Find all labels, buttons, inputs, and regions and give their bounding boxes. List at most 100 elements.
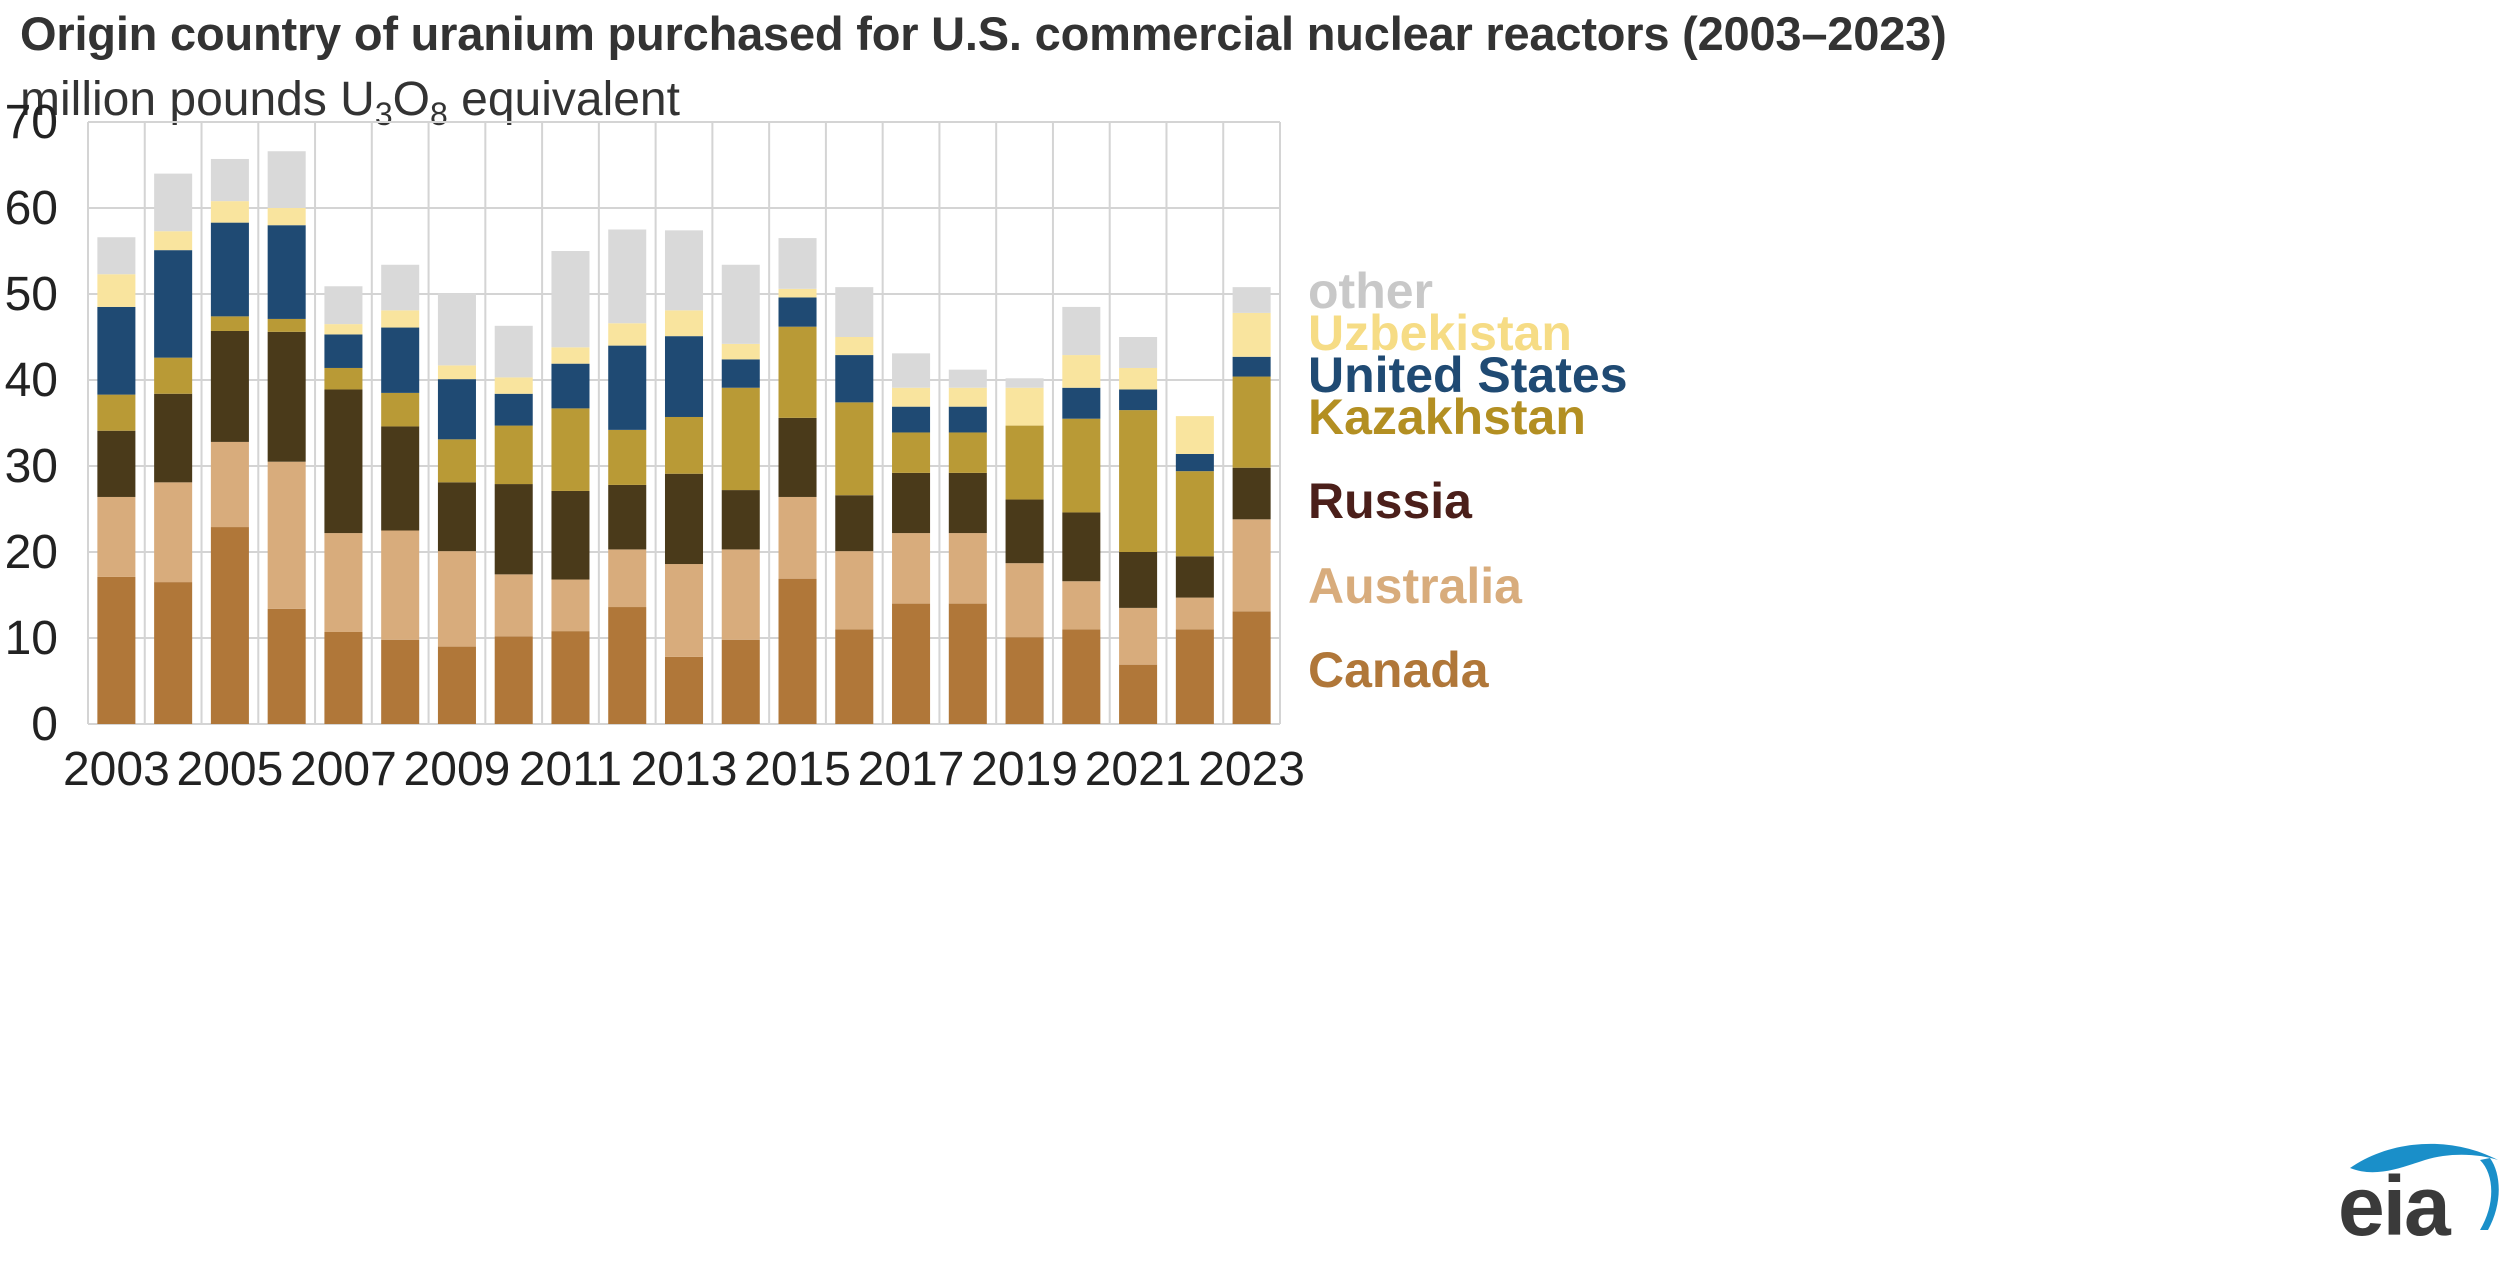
x-tick-label: 2003 (63, 743, 170, 796)
bar-segment-australia (608, 549, 647, 608)
bar-segment-kazakhstan (608, 429, 647, 485)
bar-segment-uzbekistan (97, 274, 136, 307)
bar-segment-kazakhstan (210, 316, 249, 331)
bar-segment-kazakhstan (324, 367, 363, 390)
bar-segment-australia (97, 496, 136, 577)
bar-segment-russia (1232, 467, 1271, 520)
bar-segment-australia (1119, 607, 1158, 665)
bar-segment-canada (835, 629, 874, 724)
bar-segment-other (267, 151, 306, 208)
bar-segment-canada (154, 582, 193, 724)
bar-segment-other (721, 264, 760, 344)
bar-segment-russia (778, 417, 817, 497)
bar-segment-other (892, 353, 931, 388)
bar-segment-other (948, 369, 987, 388)
bar-segment-russia (948, 472, 987, 534)
bar-segment-russia (267, 331, 306, 462)
bar-segment-australia (664, 564, 704, 657)
bar-segment-united-states (154, 250, 193, 358)
bar-segment-canada (97, 576, 136, 724)
bar-segment-canada (721, 639, 760, 724)
legend-label-australia: Australia (1308, 558, 1523, 614)
bar-segment-united-states (608, 345, 647, 430)
x-tick-label: 2009 (404, 743, 511, 796)
bar-segment-russia (437, 482, 476, 552)
bar-segment-russia (381, 426, 420, 531)
bar-segment-russia (154, 393, 193, 483)
bar-segment-australia (267, 461, 306, 609)
bar-segment-united-states (835, 355, 874, 403)
bar-segment-uzbekistan (721, 343, 760, 360)
bar-segment-russia (835, 495, 874, 552)
bar-segment-other (664, 230, 704, 311)
bar-segment-russia (324, 389, 363, 534)
x-tick-label: 2017 (858, 743, 965, 796)
y-tick-label: 70 (5, 96, 58, 149)
bar-segment-uzbekistan (778, 288, 817, 298)
bar-segment-canada (892, 603, 931, 724)
bar-segment-united-states (721, 359, 760, 388)
bar-segment-kazakhstan (778, 326, 817, 418)
bar-segment-other (324, 286, 363, 325)
bar-segment-canada (210, 527, 249, 724)
bar-segment-other (551, 251, 590, 348)
bar-segment-russia (494, 484, 533, 575)
bar-segment-other (608, 229, 647, 324)
bar-segment-uzbekistan (1062, 355, 1101, 388)
bar-segment-russia (210, 330, 249, 442)
bar-segment-kazakhstan (551, 408, 590, 491)
bar-segment-australia (778, 496, 817, 579)
bar-segment-united-states (381, 327, 420, 393)
bar-segment-russia (892, 472, 931, 534)
bar-segment-australia (324, 533, 363, 632)
subtitle-prefix: million pounds U (20, 73, 375, 126)
subtitle-suffix: equivalent (447, 73, 680, 126)
bar-segment-uzbekistan (1005, 387, 1044, 426)
bar-segment-united-states (494, 393, 533, 426)
bar-segment-australia (381, 530, 420, 640)
bar-segment-uzbekistan (494, 377, 533, 394)
bar-segment-russia (97, 430, 136, 497)
legend-label-canada: Canada (1308, 642, 1490, 698)
bar-segment-australia (154, 482, 193, 583)
bar-segment-other (1005, 378, 1044, 388)
bars-layer (97, 151, 1271, 724)
x-tick-label: 2013 (631, 743, 738, 796)
bar-segment-australia (551, 579, 590, 632)
bar-segment-kazakhstan (154, 357, 193, 394)
bar-segment-kazakhstan (892, 432, 931, 473)
bar-segment-canada (1175, 629, 1214, 724)
bar-segment-canada (664, 656, 704, 724)
bar-segment-uzbekistan (948, 387, 987, 407)
bar-segment-kazakhstan (1062, 418, 1101, 513)
bar-segment-united-states (1232, 356, 1271, 377)
bar-segment-united-states (267, 225, 306, 319)
bar-segment-kazakhstan (664, 416, 704, 474)
bar-segment-australia (437, 551, 476, 647)
bar-segment-kazakhstan (381, 392, 420, 427)
bar-segment-australia (1232, 519, 1271, 612)
bar-segment-other (154, 173, 193, 232)
eia-logo-text: eia (2338, 1159, 2451, 1253)
bar-segment-uzbekistan (892, 387, 931, 407)
bar-segment-united-states (437, 379, 476, 440)
bar-segment-canada (267, 608, 306, 724)
bar-segment-canada (1119, 664, 1158, 724)
bar-segment-other (835, 287, 874, 337)
x-tick-label: 2023 (1198, 743, 1305, 796)
bar-segment-other (210, 158, 249, 202)
bar-segment-australia (494, 574, 533, 637)
y-tick-label: 0 (31, 698, 58, 751)
bar-segment-other (1062, 306, 1101, 356)
bar-segment-uzbekistan (154, 231, 193, 251)
y-tick-label: 20 (5, 526, 58, 579)
bar-segment-kazakhstan (1005, 425, 1044, 500)
bar-segment-canada (437, 646, 476, 724)
bar-segment-canada (1005, 637, 1044, 724)
bar-segment-united-states (948, 406, 987, 433)
x-tick-label: 2021 (1085, 743, 1192, 796)
bar-segment-russia (721, 490, 760, 550)
bar-segment-canada (608, 607, 647, 724)
bar-segment-kazakhstan (267, 318, 306, 332)
